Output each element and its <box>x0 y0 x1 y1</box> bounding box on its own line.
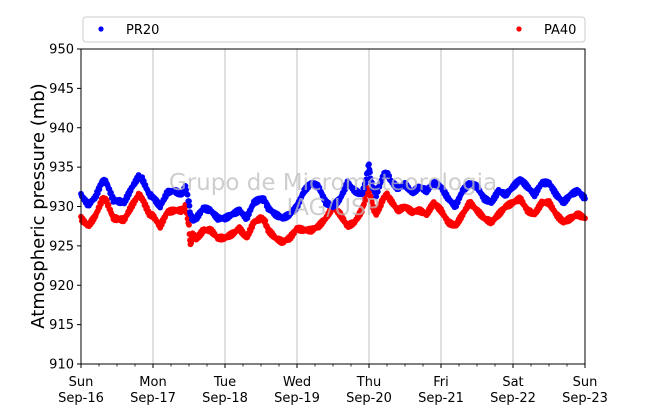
x-tick-weekday-sep-22: Sat <box>502 375 523 390</box>
watermark-line-2: IAG/USP <box>287 195 380 221</box>
legend-box <box>82 16 586 43</box>
point-pa40 <box>186 221 192 228</box>
y-tick-label-945: 945 <box>49 82 74 97</box>
y-tick-label-915: 915 <box>49 318 74 333</box>
point-pr20 <box>386 172 393 179</box>
legend-marker-pa40 <box>516 26 522 32</box>
point-pr20 <box>368 179 375 186</box>
y-tick-label-910: 910 <box>49 358 74 373</box>
x-tick-weekday-sep-21: Fri <box>433 375 449 390</box>
x-axis: SunSep-16MonSep-17TueSep-18WedSep-19ThuS… <box>58 364 608 406</box>
point-pr20 <box>186 202 193 209</box>
x-tick-date-sep-16: Sep-16 <box>58 391 104 406</box>
point-pr20 <box>374 188 381 195</box>
y-tick-label-935: 935 <box>49 161 74 176</box>
y-tick-label-925: 925 <box>49 239 74 254</box>
point-pa40 <box>262 217 269 224</box>
x-tick-weekday-sep-16: Sun <box>69 375 94 390</box>
legend-label-pa40: PA40 <box>544 23 576 38</box>
x-tick-date-sep-19: Sep-19 <box>274 391 320 406</box>
x-tick-date-sep-23: Sep-23 <box>562 391 608 406</box>
y-tick-label-950: 950 <box>49 43 74 58</box>
x-tick-date-sep-18: Sep-18 <box>202 391 248 406</box>
point-pa40 <box>358 209 365 215</box>
y-axis: 910 915 920 925 930 935 940 945 950 <box>49 43 81 373</box>
x-tick-date-sep-20: Sep-20 <box>346 391 392 406</box>
legend-label-pr20: PR20 <box>126 23 159 38</box>
watermark-line-1: Grupo de Micrometeorologia <box>169 170 497 196</box>
point-pa40 <box>105 201 112 208</box>
legend: PR20 PA40 <box>82 16 586 43</box>
y-tick-label-940: 940 <box>49 121 74 136</box>
x-tick-weekday-sep-20: Thu <box>356 375 381 390</box>
point-pr20 <box>373 193 380 200</box>
y-tick-label-920: 920 <box>49 279 74 294</box>
y-axis-title: Atmospheric pressure (mb) <box>28 83 49 328</box>
x-tick-weekday-sep-17: Mon <box>139 375 166 390</box>
x-tick-weekday-sep-23: Sun <box>573 375 598 390</box>
series-pa40 <box>78 185 588 248</box>
series-pr20 <box>78 161 588 224</box>
point-pr20 <box>367 169 373 176</box>
point-pa40 <box>362 197 369 204</box>
point-pr20 <box>186 198 192 205</box>
x-tick-weekday-sep-19: Wed <box>283 375 311 390</box>
y-tick-label-930: 930 <box>49 200 74 215</box>
legend-marker-pr20 <box>98 26 104 32</box>
point-pa40 <box>188 240 195 246</box>
x-tick-date-sep-17: Sep-17 <box>130 391 176 406</box>
point-pr20 <box>184 191 191 198</box>
point-pr20 <box>366 161 372 168</box>
point-pr20 <box>361 186 367 193</box>
x-tick-weekday-sep-18: Tue <box>213 375 236 390</box>
watermark: Grupo de Micrometeorologia IAG/USP <box>169 170 497 221</box>
x-tick-date-sep-22: Sep-22 <box>490 391 536 406</box>
x-tick-date-sep-21: Sep-21 <box>418 391 464 406</box>
